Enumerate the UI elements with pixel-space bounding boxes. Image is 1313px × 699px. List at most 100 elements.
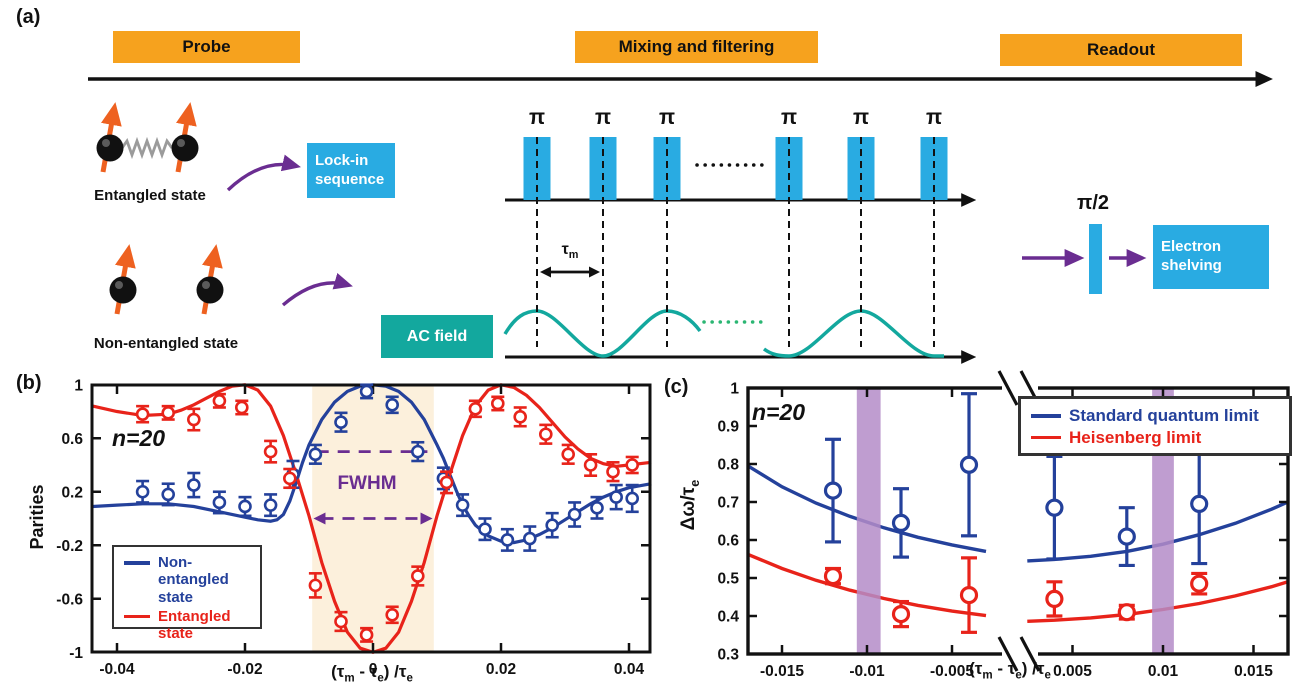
pi-pulse-label: π xyxy=(780,106,798,129)
b-y-tick-label: -1 xyxy=(69,645,83,662)
c-x-tick-label: -0.005 xyxy=(930,663,974,680)
fwhm-label: FWHM xyxy=(337,473,397,494)
c-legend-item-0: Standard quantum limit xyxy=(1029,406,1281,426)
stage-box-readout: Readout xyxy=(1000,34,1242,66)
c-y-tick-label: 0.7 xyxy=(717,495,739,512)
tau-m-interval-arrow xyxy=(540,266,600,278)
b-data-point-non-entangled xyxy=(334,411,348,433)
pi-pulse-label: π xyxy=(528,106,546,129)
xlabel-part: - τ xyxy=(992,659,1016,678)
b-data-point-non-entangled xyxy=(478,517,492,542)
b-data-point-entangled xyxy=(439,470,454,495)
b-data-point-non-entangled xyxy=(625,483,640,514)
b-x-tick-label: 0 xyxy=(369,661,378,678)
axis-break-gap xyxy=(1002,384,1038,392)
pi-pulse-label: π xyxy=(925,106,943,129)
panel-b-y-axis-label: Parities xyxy=(27,484,47,550)
xlabel-part: (τ xyxy=(331,662,345,681)
legend-line-swatch xyxy=(124,614,150,619)
b-data-point-entangled xyxy=(538,423,553,445)
c-data-point-heisenberg xyxy=(1045,580,1064,618)
pi-pulse-label: π xyxy=(594,106,612,129)
tau-subscript: m xyxy=(568,249,579,262)
c-data-point-sql xyxy=(1190,442,1209,566)
c-data-point-sql xyxy=(891,487,911,559)
xlabel-sub: e xyxy=(1015,669,1022,682)
c-data-point-sql xyxy=(823,437,843,544)
b-data-point-entangled xyxy=(359,626,374,643)
panel-c-n-annotation: n=20 xyxy=(752,399,806,425)
ac-sine-wave-left xyxy=(503,309,702,358)
b-data-point-non-entangled xyxy=(187,471,201,499)
panel-b-letter: (b) xyxy=(16,372,42,394)
b-data-point-non-entangled xyxy=(609,483,624,511)
b-data-point-entangled xyxy=(625,455,640,475)
xlabel-sub: m xyxy=(982,669,993,682)
b-data-point-non-entangled xyxy=(522,525,537,552)
ylabel-sub: e xyxy=(686,479,702,487)
non-entangled-state-label: Non-entangled state xyxy=(93,335,239,352)
entangled-pair-graphic xyxy=(96,102,199,173)
b-data-point-entangled xyxy=(161,404,175,421)
b-data-point-non-entangled xyxy=(161,482,175,507)
non-entangled-pair-graphic xyxy=(109,244,224,315)
flow-arrow xyxy=(281,273,353,307)
pi-half-label: π/2 xyxy=(1077,192,1109,214)
b-data-point-entangled xyxy=(308,572,323,599)
panel-c-x-axis-label: (τm - τe) /τe xyxy=(905,659,1115,682)
b-data-point-non-entangled xyxy=(500,527,515,552)
c-data-point-sql xyxy=(1045,454,1064,561)
fwhm-width-arrow xyxy=(313,512,433,525)
c-y-tick-label: 0.5 xyxy=(717,571,739,588)
c-x-tick-label: 0.015 xyxy=(1234,663,1273,680)
b-data-point-non-entangled xyxy=(590,495,604,520)
b-data-point-entangled xyxy=(212,392,227,409)
b-data-point-entangled xyxy=(583,452,598,478)
b-data-point-non-entangled xyxy=(567,501,582,528)
tau-symbol: τ xyxy=(561,241,569,258)
b-data-point-entangled xyxy=(235,399,249,416)
b-data-point-entangled xyxy=(606,461,620,483)
b-data-point-non-entangled xyxy=(410,440,425,463)
xlabel-part: ) /τ xyxy=(1021,659,1045,678)
xlabel-part: (τ xyxy=(969,659,983,678)
b-data-point-non-entangled xyxy=(135,479,150,504)
sphere-highlight xyxy=(202,281,210,289)
b-data-point-non-entangled xyxy=(385,395,400,415)
panel-a-letter: (a) xyxy=(16,6,41,28)
legend-line-swatch xyxy=(1031,414,1061,418)
xlabel-part: ) /τ xyxy=(383,662,407,681)
axis-break-slash xyxy=(1019,636,1041,672)
panel-b-n-annotation: n=20 xyxy=(112,425,166,451)
b-data-point-entangled xyxy=(410,565,425,587)
flow-arrow xyxy=(226,154,301,192)
c-data-point-heisenberg xyxy=(1190,571,1209,596)
pi-pulse-label: π xyxy=(658,106,676,129)
legend-label: Non-entangled state xyxy=(158,554,229,606)
c-x-tick-label: 0.01 xyxy=(1148,663,1179,680)
c-data-point-sql xyxy=(1117,506,1136,568)
axis-break-gap xyxy=(1002,650,1038,658)
panel-c-letter: (c) xyxy=(664,376,689,398)
b-data-point-entangled xyxy=(385,605,400,625)
ylabel-main: Δω/τ xyxy=(678,486,699,531)
b-y-tick-label: 1 xyxy=(74,377,83,394)
panel-b-x-axis-label: (τm - τe) /τe xyxy=(272,662,472,685)
pi-half-pulse-bar xyxy=(1089,224,1102,294)
b-data-point-non-entangled xyxy=(212,490,227,515)
c-highlight-band xyxy=(856,388,881,654)
panel-b-legend: Non-entangled state Entangled state xyxy=(112,545,262,642)
b-x-tick-label: -0.02 xyxy=(227,661,262,678)
b-x-tick-label: 0.04 xyxy=(614,661,645,678)
axis-break-slash xyxy=(997,636,1019,672)
b-data-point-entangled xyxy=(468,399,483,419)
b-y-tick-label: 0.6 xyxy=(61,431,83,448)
b-data-point-entangled xyxy=(561,443,576,465)
b-y-tick-label: -0.6 xyxy=(56,591,83,608)
xlabel-sub: e xyxy=(377,672,384,685)
c-y-tick-label: 0.9 xyxy=(717,419,739,436)
c-x-tick-label: -0.015 xyxy=(760,663,804,680)
xlabel-sub: e xyxy=(406,672,413,685)
